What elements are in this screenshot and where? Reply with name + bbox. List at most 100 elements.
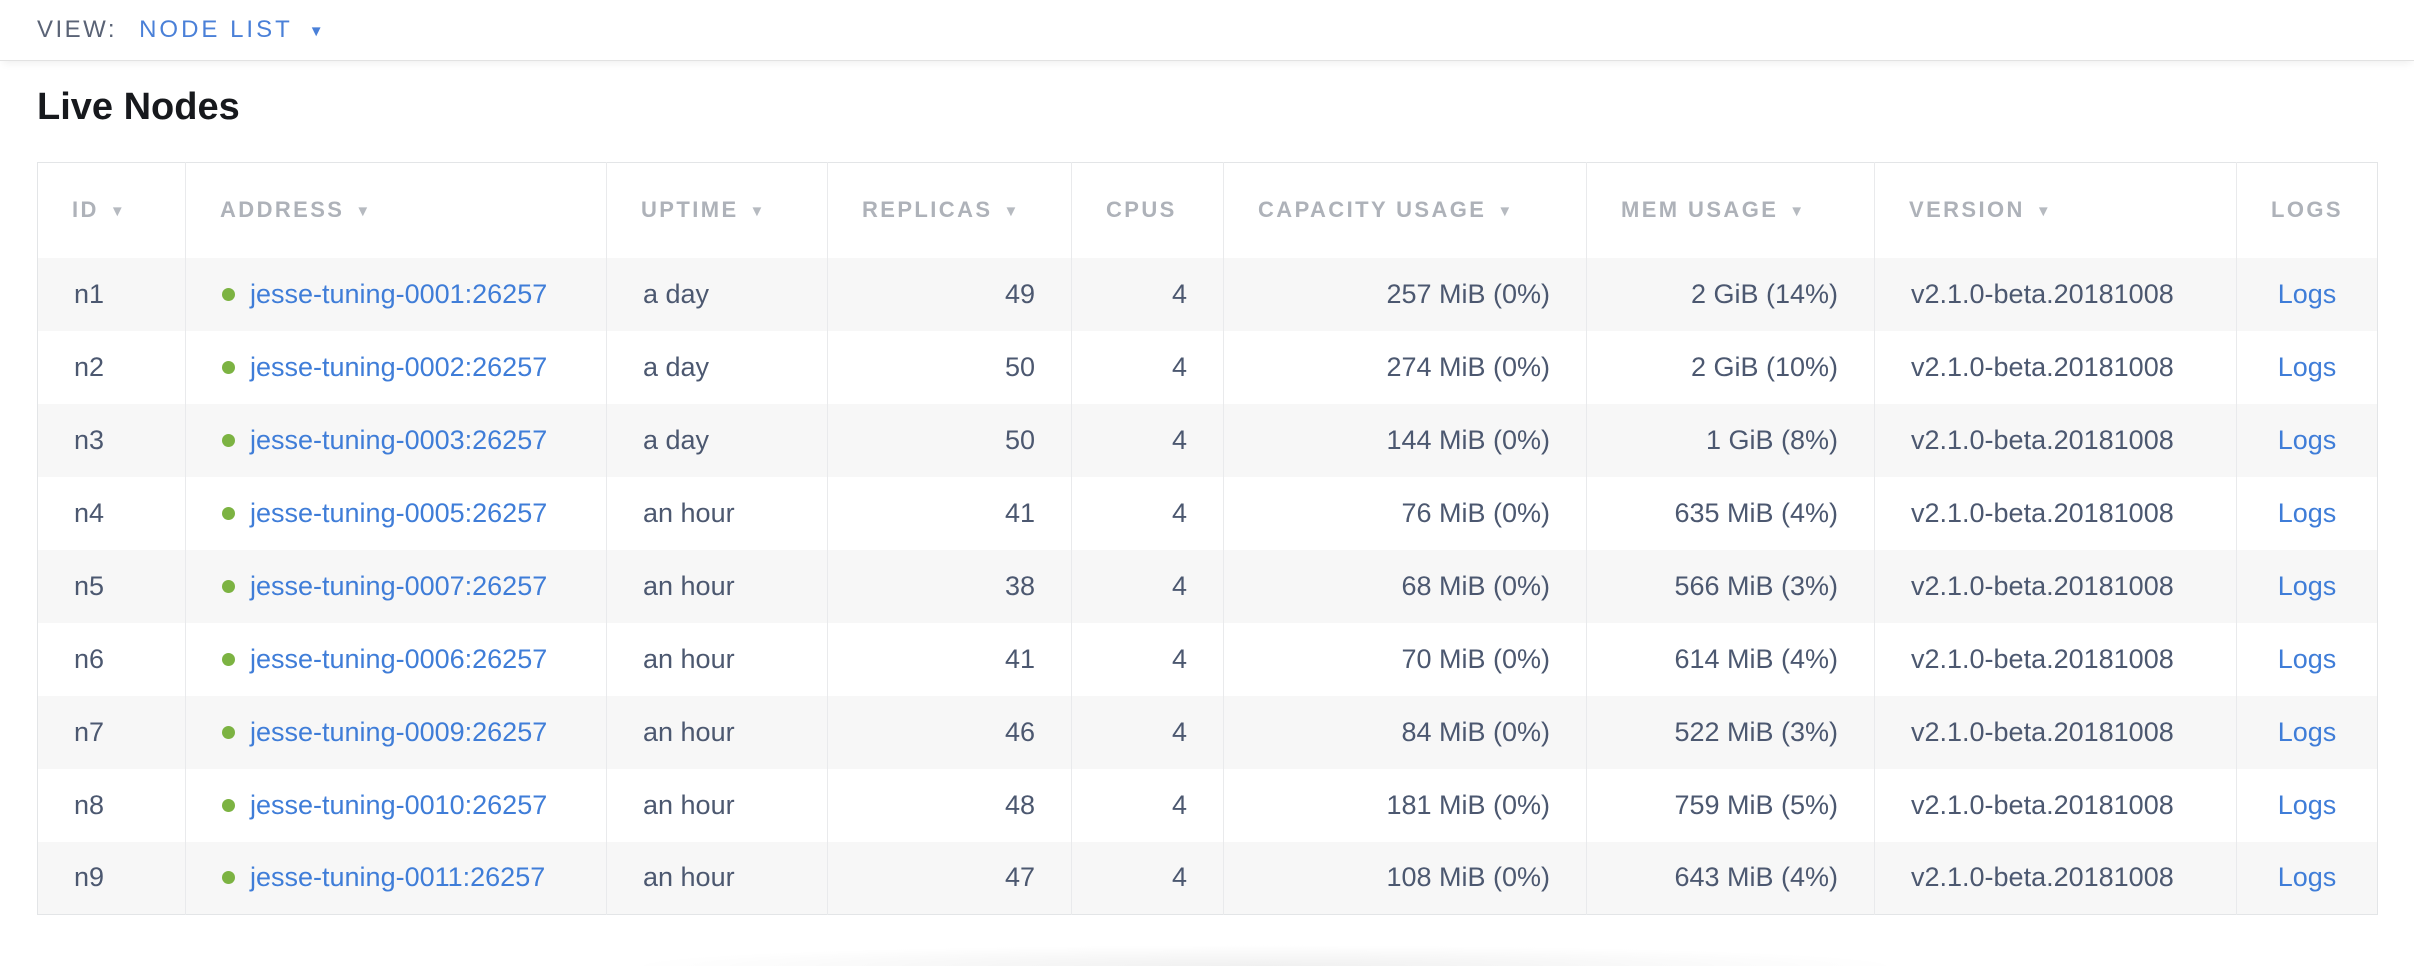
cell-uptime: a day	[606, 257, 828, 331]
cell-replicas: 41	[827, 476, 1072, 550]
cell-replicas: 50	[827, 403, 1072, 477]
logs-link[interactable]: Logs	[2277, 424, 2337, 455]
live-nodes-table: ID ▼ ADDRESS ▼ UPTIME ▼ REPLICAS ▼ CPUS CAPACITY …	[37, 162, 2378, 915]
cell-replicas: 47	[827, 841, 1072, 915]
logs-link[interactable]: Logs	[2277, 789, 2337, 820]
logs-link[interactable]: Logs	[2277, 351, 2337, 382]
table-row: n7 jesse-tuning-0009:26257 an hour 46 4 …	[37, 695, 2378, 769]
logs-link[interactable]: Logs	[2277, 643, 2337, 674]
column-header-label: UPTIME	[641, 197, 739, 223]
column-header-label: REPLICAS	[862, 197, 993, 223]
cell-logs: Logs	[2236, 403, 2378, 477]
logs-link[interactable]: Logs	[2277, 570, 2337, 601]
cell-address: jesse-tuning-0006:26257	[185, 622, 607, 696]
column-header-logs: LOGS	[2236, 162, 2378, 258]
column-header-label: LOGS	[2271, 197, 2343, 223]
table-row: n9 jesse-tuning-0011:26257 an hour 47 4 …	[37, 841, 2378, 915]
cell-node-id: n3	[74, 424, 105, 455]
cell-cpus: 4	[1071, 549, 1224, 623]
view-label: VIEW:	[37, 16, 118, 43]
logs-link[interactable]: Logs	[2277, 716, 2337, 747]
cell-version: v2.1.0-beta.20181008	[1874, 330, 2237, 404]
page-title: Live Nodes	[37, 86, 240, 128]
column-header-cpus: CPUS	[1071, 162, 1224, 258]
view-selected-value: NODE LIST	[139, 16, 293, 43]
cell-logs: Logs	[2236, 330, 2378, 404]
logs-link[interactable]: Logs	[2277, 862, 2337, 893]
node-live-status-icon	[222, 798, 235, 812]
sort-desc-icon: ▼	[1003, 203, 1021, 221]
column-header-label: MEM USAGE	[1621, 197, 1779, 223]
cell-cpus: 4	[1071, 330, 1224, 404]
sort-desc-icon: ▼	[1497, 203, 1515, 221]
column-header-id[interactable]: ID ▼	[37, 162, 186, 258]
cell-version: v2.1.0-beta.20181008	[1874, 257, 2237, 331]
cell-mem-usage: 522 MiB (3%)	[1586, 695, 1875, 769]
table-row: n4 jesse-tuning-0005:26257 an hour 41 4 …	[37, 476, 2378, 550]
column-header-label: CAPACITY USAGE	[1258, 197, 1487, 223]
cell-node-id: n4	[74, 497, 105, 528]
cell-version: v2.1.0-beta.20181008	[1874, 841, 2237, 915]
cell-logs: Logs	[2236, 257, 2378, 331]
column-header-replicas[interactable]: REPLICAS ▼	[827, 162, 1072, 258]
table-row: n2 jesse-tuning-0002:26257 a day 50 4 27…	[37, 330, 2378, 404]
node-address-link[interactable]: jesse-tuning-0011:26257	[250, 862, 546, 893]
node-address-link[interactable]: jesse-tuning-0009:26257	[250, 716, 548, 747]
cell-node-id: n7	[74, 716, 105, 747]
view-bar: VIEW: NODE LIST ▼	[0, 0, 2414, 61]
table-row: n5 jesse-tuning-0007:26257 an hour 38 4 …	[37, 549, 2378, 623]
table-row: n3 jesse-tuning-0003:26257 a day 50 4 14…	[37, 403, 2378, 477]
node-live-status-icon	[222, 287, 235, 301]
logs-link[interactable]: Logs	[2277, 278, 2337, 309]
cell-uptime: an hour	[606, 549, 828, 623]
node-address-link[interactable]: jesse-tuning-0003:26257	[250, 424, 548, 455]
node-address-link[interactable]: jesse-tuning-0006:26257	[250, 643, 548, 674]
cell-address: jesse-tuning-0011:26257	[185, 841, 607, 915]
cell-logs: Logs	[2236, 768, 2378, 842]
node-live-status-icon	[222, 360, 235, 374]
sort-desc-icon: ▼	[355, 203, 373, 221]
sort-desc-icon: ▼	[2035, 203, 2054, 221]
column-header-label: CPUS	[1106, 197, 1177, 223]
cell-capacity-usage: 144 MiB (0%)	[1223, 403, 1587, 477]
logs-link[interactable]: Logs	[2277, 497, 2337, 528]
cell-version: v2.1.0-beta.20181008	[1874, 695, 2237, 769]
node-live-status-icon	[222, 579, 235, 593]
cell-capacity-usage: 84 MiB (0%)	[1223, 695, 1587, 769]
cell-uptime: an hour	[606, 841, 828, 915]
cell-version: v2.1.0-beta.20181008	[1874, 768, 2237, 842]
cell-version: v2.1.0-beta.20181008	[1874, 549, 2237, 623]
cell-node-id: n6	[74, 643, 105, 674]
cell-address: jesse-tuning-0001:26257	[185, 257, 607, 331]
sort-desc-icon: ▼	[109, 203, 128, 221]
cell-replicas: 41	[827, 622, 1072, 696]
cell-cpus: 4	[1071, 257, 1224, 331]
view-selector-dropdown[interactable]: NODE LIST ▼	[139, 16, 324, 44]
cell-version: v2.1.0-beta.20181008	[1874, 622, 2237, 696]
column-header-capacity[interactable]: CAPACITY USAGE ▼	[1223, 162, 1587, 258]
cell-logs: Logs	[2236, 549, 2378, 623]
cell-replicas: 48	[827, 768, 1072, 842]
node-address-link[interactable]: jesse-tuning-0007:26257	[250, 570, 548, 601]
node-address-link[interactable]: jesse-tuning-0005:26257	[250, 497, 548, 528]
node-live-status-icon	[222, 506, 235, 520]
cell-cpus: 4	[1071, 622, 1224, 696]
cell-uptime: a day	[606, 330, 828, 404]
main-content: Live Nodes ID ▼ ADDRESS ▼ UPTIME ▼ REPLICAS ▼ CP…	[0, 61, 2414, 915]
column-header-mem[interactable]: MEM USAGE ▼	[1586, 162, 1875, 258]
node-address-link[interactable]: jesse-tuning-0010:26257	[250, 789, 548, 820]
table-row: n1 jesse-tuning-0001:26257 a day 49 4 25…	[37, 257, 2378, 331]
column-header-uptime[interactable]: UPTIME ▼	[606, 162, 828, 258]
sort-desc-icon: ▼	[749, 203, 767, 221]
column-header-address[interactable]: ADDRESS ▼	[185, 162, 607, 258]
column-header-version[interactable]: VERSION ▼	[1874, 162, 2237, 258]
cell-uptime: an hour	[606, 476, 828, 550]
node-address-link[interactable]: jesse-tuning-0001:26257	[250, 278, 548, 309]
chevron-down-icon: ▼	[308, 23, 324, 40]
node-address-link[interactable]: jesse-tuning-0002:26257	[250, 351, 548, 382]
cell-address: jesse-tuning-0007:26257	[185, 549, 607, 623]
cell-mem-usage: 1 GiB (8%)	[1586, 403, 1875, 477]
cell-capacity-usage: 76 MiB (0%)	[1223, 476, 1587, 550]
below-fold-shadow	[500, 936, 2030, 966]
cell-replicas: 38	[827, 549, 1072, 623]
